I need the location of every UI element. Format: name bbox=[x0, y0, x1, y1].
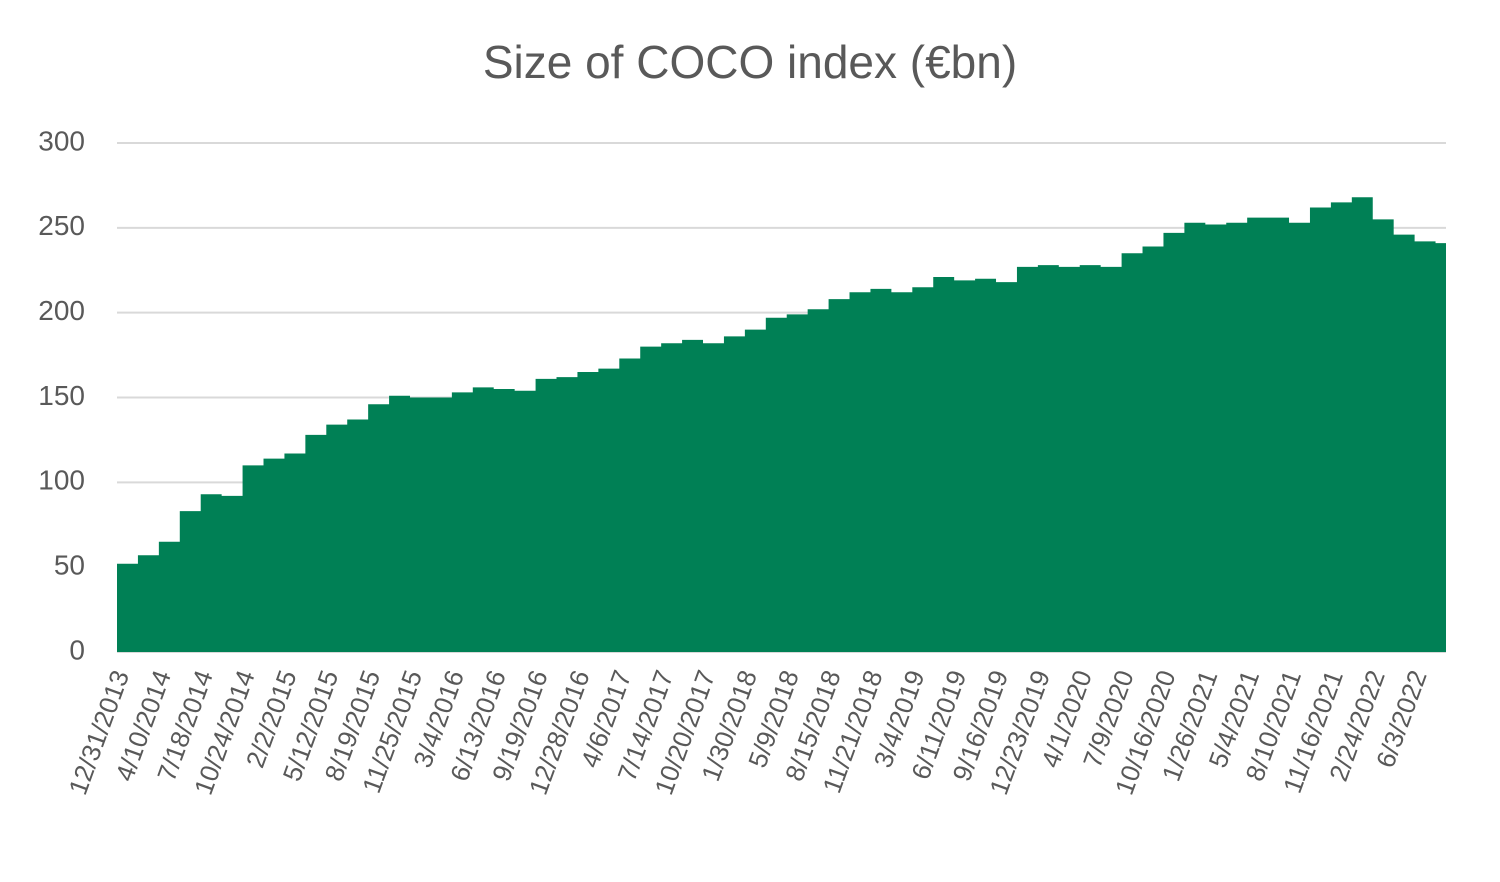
area bbox=[117, 197, 1446, 652]
y-tick-label: 0 bbox=[69, 634, 85, 665]
chart-title: Size of COCO index (€bn) bbox=[483, 36, 1017, 88]
y-tick-label: 50 bbox=[54, 550, 85, 581]
y-tick-label: 250 bbox=[38, 210, 85, 241]
y-tick-label: 200 bbox=[38, 295, 85, 326]
y-tick-label: 150 bbox=[38, 380, 85, 411]
y-tick-label: 300 bbox=[38, 125, 85, 156]
y-tick-label: 100 bbox=[38, 465, 85, 496]
